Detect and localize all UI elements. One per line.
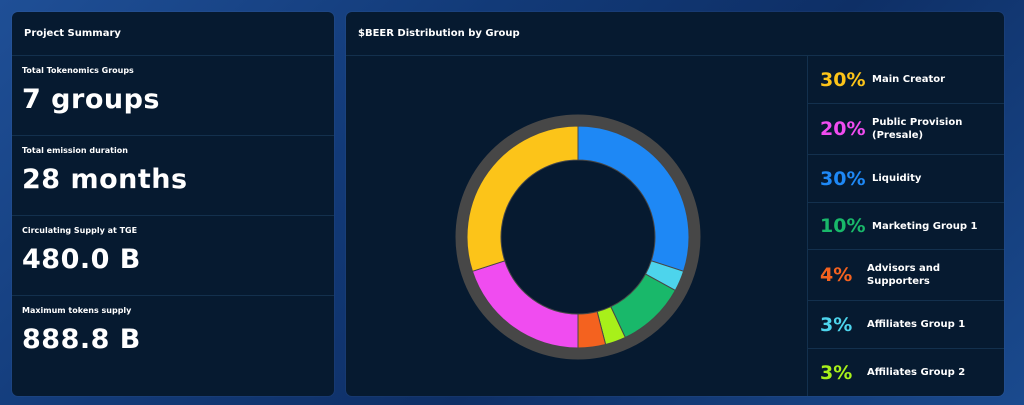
distribution-title: $BEER Distribution by Group xyxy=(346,12,1004,56)
legend-item-advisors[interactable]: 4% Advisors and Supporters xyxy=(808,250,1004,301)
stat-label: Total emission duration xyxy=(22,146,128,155)
legend-item-affiliates-group-1[interactable]: 3% Affiliates Group 1 xyxy=(808,301,1004,349)
legend-item-affiliates-group-2[interactable]: 3% Affiliates Group 2 xyxy=(808,349,1004,396)
legend-label: Marketing Group 1 xyxy=(872,220,978,232)
legend-percent: 3% xyxy=(820,361,853,384)
distribution-panel: $BEER Distribution by Group 30% Main Cre… xyxy=(346,12,1004,396)
stat-label: Total Tokenomics Groups xyxy=(22,66,134,75)
donut-outer-track xyxy=(455,114,701,360)
legend-label: Affiliates Group 1 xyxy=(867,319,966,330)
legend-item-public-provision[interactable]: 20% Public Provision (Presale) xyxy=(808,104,1004,155)
legend-label: Affiliates Group 2 xyxy=(867,367,966,378)
distribution-legend: 30% Main Creator 20% Public Provision (P… xyxy=(807,56,1004,396)
project-summary-panel: Project Summary Total Tokenomics Groups … xyxy=(12,12,334,396)
legend-item-marketing-group-1[interactable]: 10% Marketing Group 1 xyxy=(808,203,1004,250)
legend-item-main-creator[interactable]: 30% Main Creator xyxy=(808,56,1004,104)
legend-label: Advisors and Supporters xyxy=(867,263,941,287)
legend-percent: 30% xyxy=(820,68,866,91)
stat-value: 480.0 B xyxy=(22,244,141,275)
legend-item-liquidity[interactable]: 30% Liquidity xyxy=(808,155,1004,203)
legend-label: Main Creator xyxy=(872,74,946,85)
legend-percent: 3% xyxy=(820,313,853,336)
legend-label: Public Provision (Presale) xyxy=(872,117,963,141)
stat-circulating-supply: Circulating Supply at TGE 480.0 B xyxy=(12,216,334,296)
stat-label: Circulating Supply at TGE xyxy=(22,226,138,235)
stat-value: 28 months xyxy=(22,164,188,195)
donut-slice-liquidity[interactable] xyxy=(577,125,690,272)
stat-total-groups: Total Tokenomics Groups 7 groups xyxy=(12,56,334,136)
donut-chart xyxy=(455,114,701,360)
legend-percent: 10% xyxy=(820,215,866,237)
stat-emission-duration: Total emission duration 28 months xyxy=(12,136,334,216)
project-summary-title: Project Summary xyxy=(12,12,334,56)
stat-label: Maximum tokens supply xyxy=(22,306,132,315)
legend-percent: 4% xyxy=(820,264,853,286)
donut-slice-main-creator[interactable] xyxy=(466,125,579,272)
stat-value: 7 groups xyxy=(22,84,160,115)
legend-percent: 30% xyxy=(820,167,866,190)
legend-percent: 20% xyxy=(820,118,866,140)
stat-value: 888.8 B xyxy=(22,324,141,355)
donut-chart-area xyxy=(346,56,807,396)
legend-label: Liquidity xyxy=(872,173,922,184)
stat-max-supply: Maximum tokens supply 888.8 B xyxy=(12,296,334,375)
